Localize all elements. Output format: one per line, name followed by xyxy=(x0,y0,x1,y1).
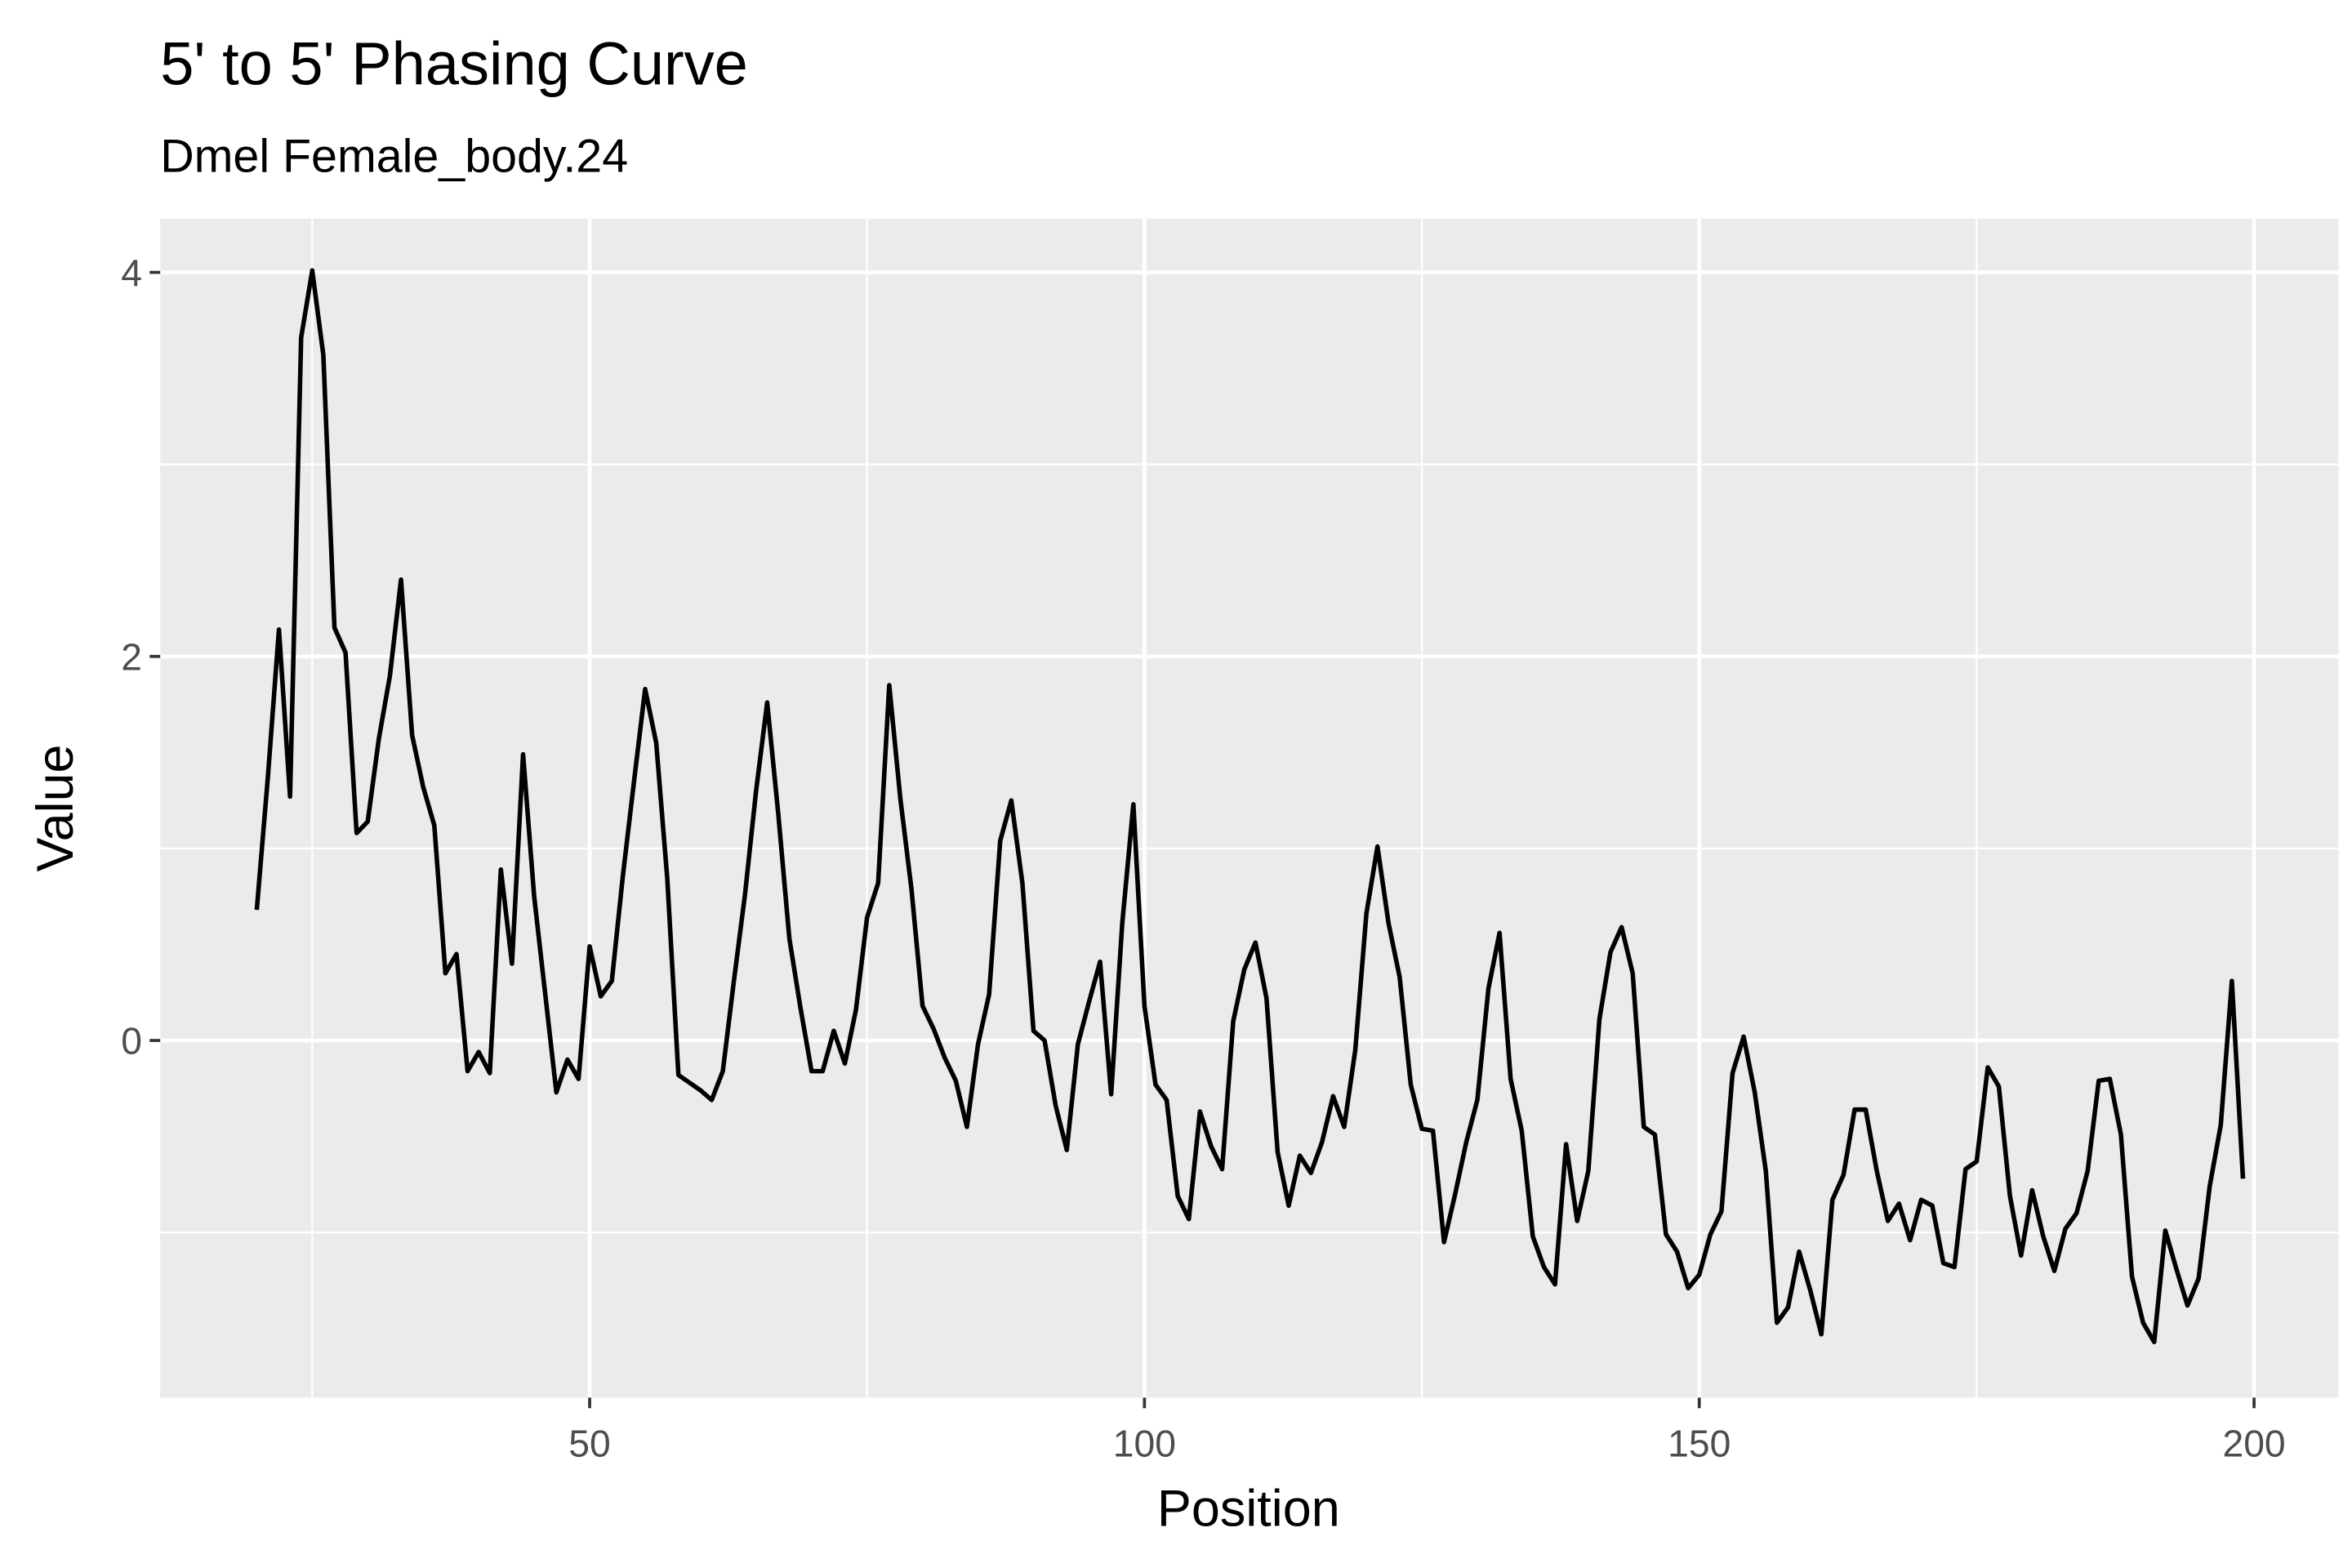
grid xyxy=(160,218,2339,1398)
data-line xyxy=(254,268,2246,1344)
y-axis-title: Value xyxy=(27,745,84,872)
y-tick-label: 0 xyxy=(121,1020,142,1062)
x-tick-label: 100 xyxy=(1113,1422,1176,1464)
marks xyxy=(254,268,2246,1344)
y-tick-label: 4 xyxy=(121,252,142,294)
y-tick-label: 2 xyxy=(121,635,142,678)
x-tick-label: 200 xyxy=(2222,1422,2285,1464)
x-axis-title: Position xyxy=(1157,1480,1340,1537)
x-tick-label: 50 xyxy=(568,1422,610,1464)
chart-title: 5' to 5' Phasing Curve xyxy=(160,29,748,97)
x-tick-label: 150 xyxy=(1668,1422,1731,1464)
plot-panel xyxy=(160,218,2339,1398)
chart-subtitle: Dmel Female_body.24 xyxy=(160,131,628,183)
